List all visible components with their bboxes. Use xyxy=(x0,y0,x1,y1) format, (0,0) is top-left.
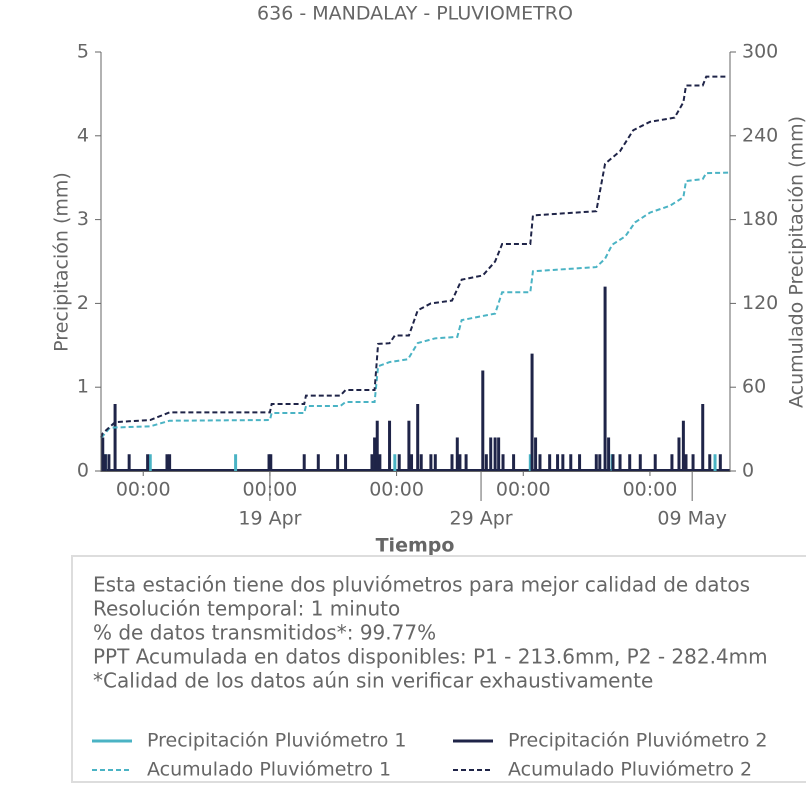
y-tick-label: 2 xyxy=(77,292,89,314)
y2-tick-label: 60 xyxy=(742,376,766,398)
legend-label: Acumulado Pluviómetro 2 xyxy=(508,759,752,781)
y2-tick-label: 240 xyxy=(742,124,778,146)
y2-tick-label: 0 xyxy=(742,460,754,482)
y-tick-label: 5 xyxy=(77,41,89,63)
y-tick-label: 1 xyxy=(77,376,89,398)
y-tick-label: 3 xyxy=(77,208,89,230)
y-tick-label: 4 xyxy=(77,124,89,146)
x-axis-label: Tiempo xyxy=(376,535,455,557)
y2-axis-label: Acumulado Precipitación (mm) xyxy=(786,116,806,408)
x-major-tick-label: 09 May xyxy=(657,508,727,530)
y2-tick-label: 300 xyxy=(742,41,778,63)
legend-label: Precipitación Pluviómetro 1 xyxy=(147,730,407,752)
x-major-tick-label: 19 Apr xyxy=(238,508,301,530)
info-line: *Calidad de los datos aún sin verificar … xyxy=(93,669,653,693)
info-line: Esta estación tiene dos pluviómetros par… xyxy=(93,573,750,597)
info-line: % de datos transmitidos*: 99.77% xyxy=(93,621,436,645)
cumulative-line xyxy=(101,173,728,438)
x-tick-label: 00:00 xyxy=(623,479,678,501)
cumulative-line xyxy=(101,77,728,438)
x-major-tick-label: 29 Apr xyxy=(449,508,512,530)
legend-label: Acumulado Pluviómetro 1 xyxy=(147,759,391,781)
info-line: Resolución temporal: 1 minuto xyxy=(93,597,400,621)
y-tick-label: 0 xyxy=(77,460,89,482)
x-tick-label: 00:00 xyxy=(116,479,171,501)
y2-tick-label: 120 xyxy=(742,292,778,314)
plot-area xyxy=(101,77,730,471)
y-axis-label: Precipitación (mm) xyxy=(51,172,73,352)
chart-title: 636 - MANDALAY - PLUVIOMETRO xyxy=(257,3,573,25)
x-tick-label: 00:00 xyxy=(369,479,424,501)
legend-label: Precipitación Pluviómetro 2 xyxy=(508,730,768,752)
info-line: PPT Acumulada en datos disponibles: P1 -… xyxy=(93,645,768,669)
y2-tick-label: 180 xyxy=(742,208,778,230)
x-tick-label: 00:00 xyxy=(496,479,551,501)
